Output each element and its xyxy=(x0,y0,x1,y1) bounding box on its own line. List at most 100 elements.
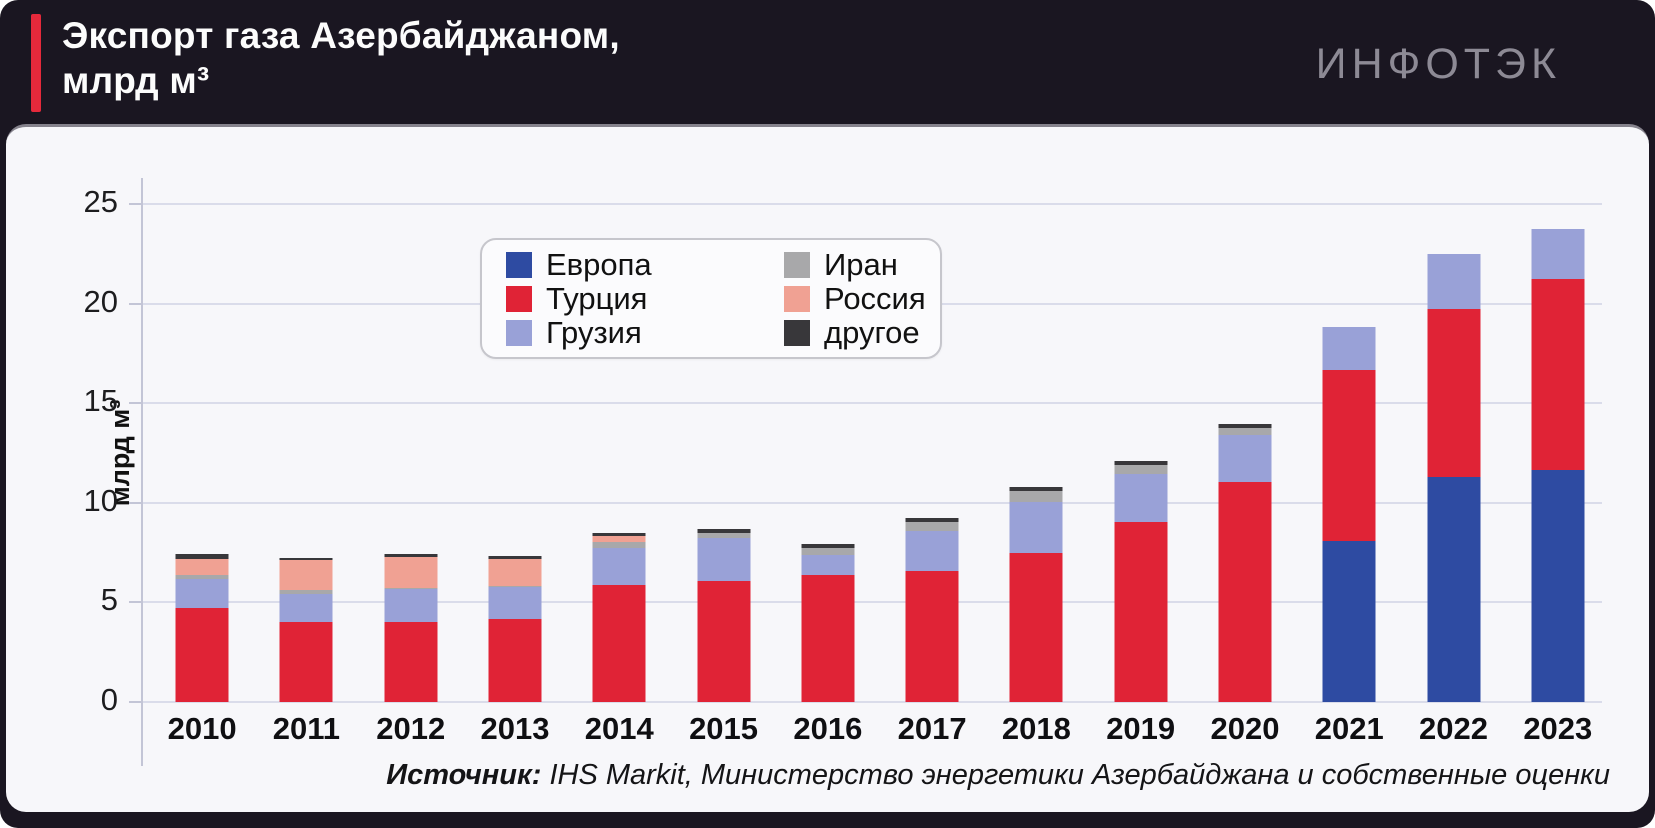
legend-swatch-другое xyxy=(784,319,810,346)
plot-area: млрд м³ 2010 2011 2012 2013 2014 2015 2016 2017… xyxy=(84,178,1610,766)
legend-item-Грузия: Грузия xyxy=(506,315,784,350)
x-tick-label-2019: 2019 xyxy=(1106,711,1176,746)
x-tick-label-2017: 2017 xyxy=(897,711,967,746)
bar-slot-2015: 2015 xyxy=(671,204,775,746)
bar-segment-2018-другое xyxy=(1009,486,1063,491)
header: Экспорт газа Азербайджаном, млрд м³ ИНФОТ… xyxy=(0,0,1655,124)
bar-segment-2010-Иран xyxy=(175,574,229,579)
bar-segment-2011-Россия xyxy=(279,559,333,591)
bar-segment-2019-Иран xyxy=(1114,464,1168,474)
x-tick-label-2015: 2015 xyxy=(689,711,759,746)
y-tick-label-25: 25 xyxy=(83,184,118,219)
source-note: Источник: IHS Markit, Министерство энерг… xyxy=(386,759,1610,792)
chart-title-line2: млрд м³ xyxy=(62,60,210,101)
bar-segment-2014-Турция xyxy=(592,585,646,702)
gridline-15 xyxy=(142,402,1602,405)
legend: Европа Турция Грузия Иран Россия другое xyxy=(480,238,942,359)
bar-segment-2011-Турция xyxy=(279,622,333,702)
bar-slot-2023: 2023 xyxy=(1506,204,1610,746)
legend-label-Россия: Россия xyxy=(824,281,926,316)
bar-segment-2017-другое xyxy=(905,517,959,522)
bar-slot-2017: 2017 xyxy=(880,204,984,746)
bar-2011 xyxy=(279,557,333,702)
bar-segment-2016-Турция xyxy=(801,574,855,702)
bar-segment-2016-Грузия xyxy=(801,554,855,575)
bar-2015 xyxy=(697,528,751,702)
bar-slot-2010: 2010 xyxy=(150,204,254,746)
legend-item-другое: другое xyxy=(784,317,926,348)
x-tick-label-2023: 2023 xyxy=(1523,711,1593,746)
bar-2020 xyxy=(1218,424,1272,702)
y-tick-10 xyxy=(129,501,142,504)
bar-segment-2023-Европа xyxy=(1531,469,1585,702)
legend-swatch-Грузия xyxy=(506,319,532,346)
legend-label-Грузия: Грузия xyxy=(546,315,642,350)
bar-segment-2019-другое xyxy=(1114,461,1168,465)
bar-slot-2011: 2011 xyxy=(254,204,358,746)
bar-segment-2017-Турция xyxy=(905,570,959,702)
legend-column-2: Иран Россия другое xyxy=(784,247,926,348)
bar-slot-2013: 2013 xyxy=(463,204,567,746)
bar-segment-2016-Иран xyxy=(801,547,855,555)
bar-segment-2010-Россия xyxy=(175,558,229,575)
bar-segment-2021-Европа xyxy=(1322,540,1376,702)
bars-row: 2010 2011 2012 2013 2014 2015 2016 2017 2018 2019… xyxy=(150,204,1610,746)
legend-swatch-Иран xyxy=(784,251,810,278)
bar-segment-2021-Грузия xyxy=(1322,326,1376,371)
y-tick-label-10: 10 xyxy=(83,482,118,518)
y-tick-25 xyxy=(129,203,142,205)
title-accent-bar xyxy=(31,14,41,112)
gridline-25 xyxy=(142,203,1602,205)
x-tick-label-2018: 2018 xyxy=(1001,711,1071,746)
y-axis-line xyxy=(141,178,143,766)
gridline-5 xyxy=(142,601,1602,604)
y-tick-label-0: 0 xyxy=(100,682,118,717)
bar-segment-2012-Грузия xyxy=(384,589,438,623)
bar-2014 xyxy=(592,532,646,702)
bar-segment-2014-Грузия xyxy=(592,547,646,586)
legend-item-Европа: Европа xyxy=(506,249,784,280)
legend-item-Россия: Россия xyxy=(784,281,926,316)
bar-segment-2020-Грузия xyxy=(1218,435,1272,482)
y-tick-20 xyxy=(129,302,142,305)
legend-label-Турция: Турция xyxy=(546,281,648,316)
bar-segment-2015-другое xyxy=(697,528,751,533)
bar-2016 xyxy=(801,543,855,702)
x-tick-label-2012: 2012 xyxy=(376,711,446,746)
bar-segment-2013-Грузия xyxy=(488,587,542,620)
legend-label-Иран: Иран xyxy=(824,247,898,282)
bar-segment-2018-Грузия xyxy=(1009,501,1063,553)
bar-segment-2011-Грузия xyxy=(279,594,333,623)
bar-slot-2019: 2019 xyxy=(1089,204,1193,746)
bar-segment-2015-Иран xyxy=(697,532,751,538)
bar-segment-2017-Иран xyxy=(905,521,959,531)
bar-segment-2022-Грузия xyxy=(1427,253,1481,309)
bar-2022 xyxy=(1427,253,1481,702)
bar-2010 xyxy=(175,553,229,702)
chart-title-line1: Экспорт газа Азербайджаном, xyxy=(62,15,620,56)
gridline-0 xyxy=(142,701,1602,703)
bar-segment-2016-другое xyxy=(801,543,855,548)
legend-swatch-Россия xyxy=(784,285,810,312)
bar-slot-2020: 2020 xyxy=(1193,204,1297,746)
bar-2021 xyxy=(1322,326,1376,702)
bar-segment-2011-другое xyxy=(279,557,333,560)
bar-segment-2023-Грузия xyxy=(1531,228,1585,279)
bar-segment-2013-Россия xyxy=(488,558,542,586)
x-tick-label-2011: 2011 xyxy=(272,711,341,746)
bar-segment-2022-Турция xyxy=(1427,308,1481,477)
bar-segment-2014-Россия xyxy=(592,535,646,542)
chart-card: млрд м³ 2010 2011 2012 2013 2014 2015 2016 2017… xyxy=(6,124,1649,812)
bar-segment-2012-Иран xyxy=(384,588,438,590)
bar-segment-2014-другое xyxy=(592,532,646,536)
bar-segment-2020-Иран xyxy=(1218,428,1272,436)
bar-slot-2022: 2022 xyxy=(1401,204,1505,746)
infotek-logo: ИНФОТЭК xyxy=(1315,40,1561,88)
x-tick-label-2020: 2020 xyxy=(1210,711,1280,746)
legend-swatch-Европа xyxy=(506,251,532,278)
y-tick-5 xyxy=(129,601,142,604)
bar-segment-2012-Турция xyxy=(384,622,438,702)
gridline-10 xyxy=(142,501,1602,504)
